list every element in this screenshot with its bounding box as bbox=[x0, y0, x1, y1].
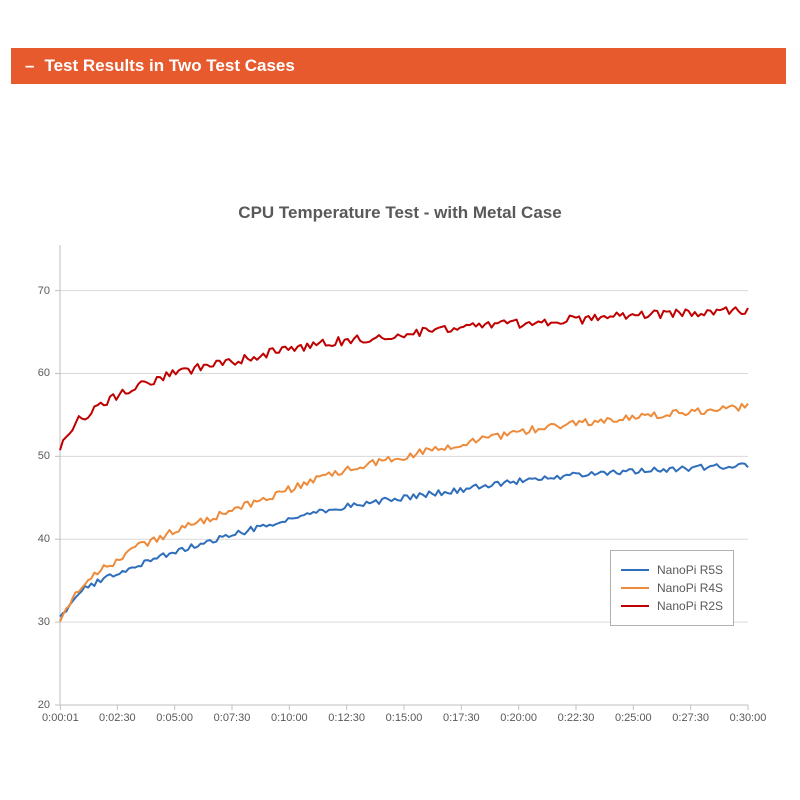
x-tick-label: 0:12:30 bbox=[328, 712, 365, 724]
x-tick-label: 0:15:00 bbox=[386, 712, 423, 724]
series-r2s bbox=[60, 307, 748, 450]
x-tick-label: 0:10:00 bbox=[271, 712, 308, 724]
legend-swatch bbox=[621, 569, 649, 571]
section-title: Test Results in Two Test Cases bbox=[44, 56, 294, 76]
x-tick-label: 0:22:30 bbox=[558, 712, 595, 724]
x-tick-label: 0:02:30 bbox=[99, 712, 136, 724]
y-tick-label: 70 bbox=[10, 285, 50, 297]
legend-label: NanoPi R5S bbox=[657, 563, 723, 577]
y-tick-label: 60 bbox=[10, 367, 50, 379]
legend-swatch bbox=[621, 605, 649, 607]
x-tick-label: 0:25:00 bbox=[615, 712, 652, 724]
legend-item: NanoPi R2S bbox=[621, 599, 723, 613]
x-tick-label: 0:17:30 bbox=[443, 712, 480, 724]
y-tick-label: 50 bbox=[10, 450, 50, 462]
x-tick-label: 0:00:01 bbox=[42, 712, 79, 724]
y-tick-label: 40 bbox=[10, 533, 50, 545]
x-tick-label: 0:07:30 bbox=[214, 712, 251, 724]
chart-title: CPU Temperature Test - with Metal Case bbox=[0, 203, 800, 223]
x-tick-label: 0:05:00 bbox=[156, 712, 193, 724]
legend-item: NanoPi R4S bbox=[621, 581, 723, 595]
legend-label: NanoPi R4S bbox=[657, 581, 723, 595]
legend-swatch bbox=[621, 587, 649, 589]
y-tick-label: 20 bbox=[10, 699, 50, 711]
x-tick-label: 0:20:00 bbox=[500, 712, 537, 724]
y-tick-label: 30 bbox=[10, 616, 50, 628]
chart-svg bbox=[60, 245, 748, 705]
x-tick-label: 0:30:00 bbox=[730, 712, 767, 724]
section-header[interactable]: – Test Results in Two Test Cases bbox=[11, 48, 786, 84]
legend-item: NanoPi R5S bbox=[621, 563, 723, 577]
chart-legend: NanoPi R5S NanoPi R4S NanoPi R2S bbox=[610, 550, 734, 626]
collapse-icon[interactable]: – bbox=[25, 56, 34, 76]
legend-label: NanoPi R2S bbox=[657, 599, 723, 613]
chart-plot-area bbox=[60, 245, 748, 705]
x-tick-label: 0:27:30 bbox=[672, 712, 709, 724]
